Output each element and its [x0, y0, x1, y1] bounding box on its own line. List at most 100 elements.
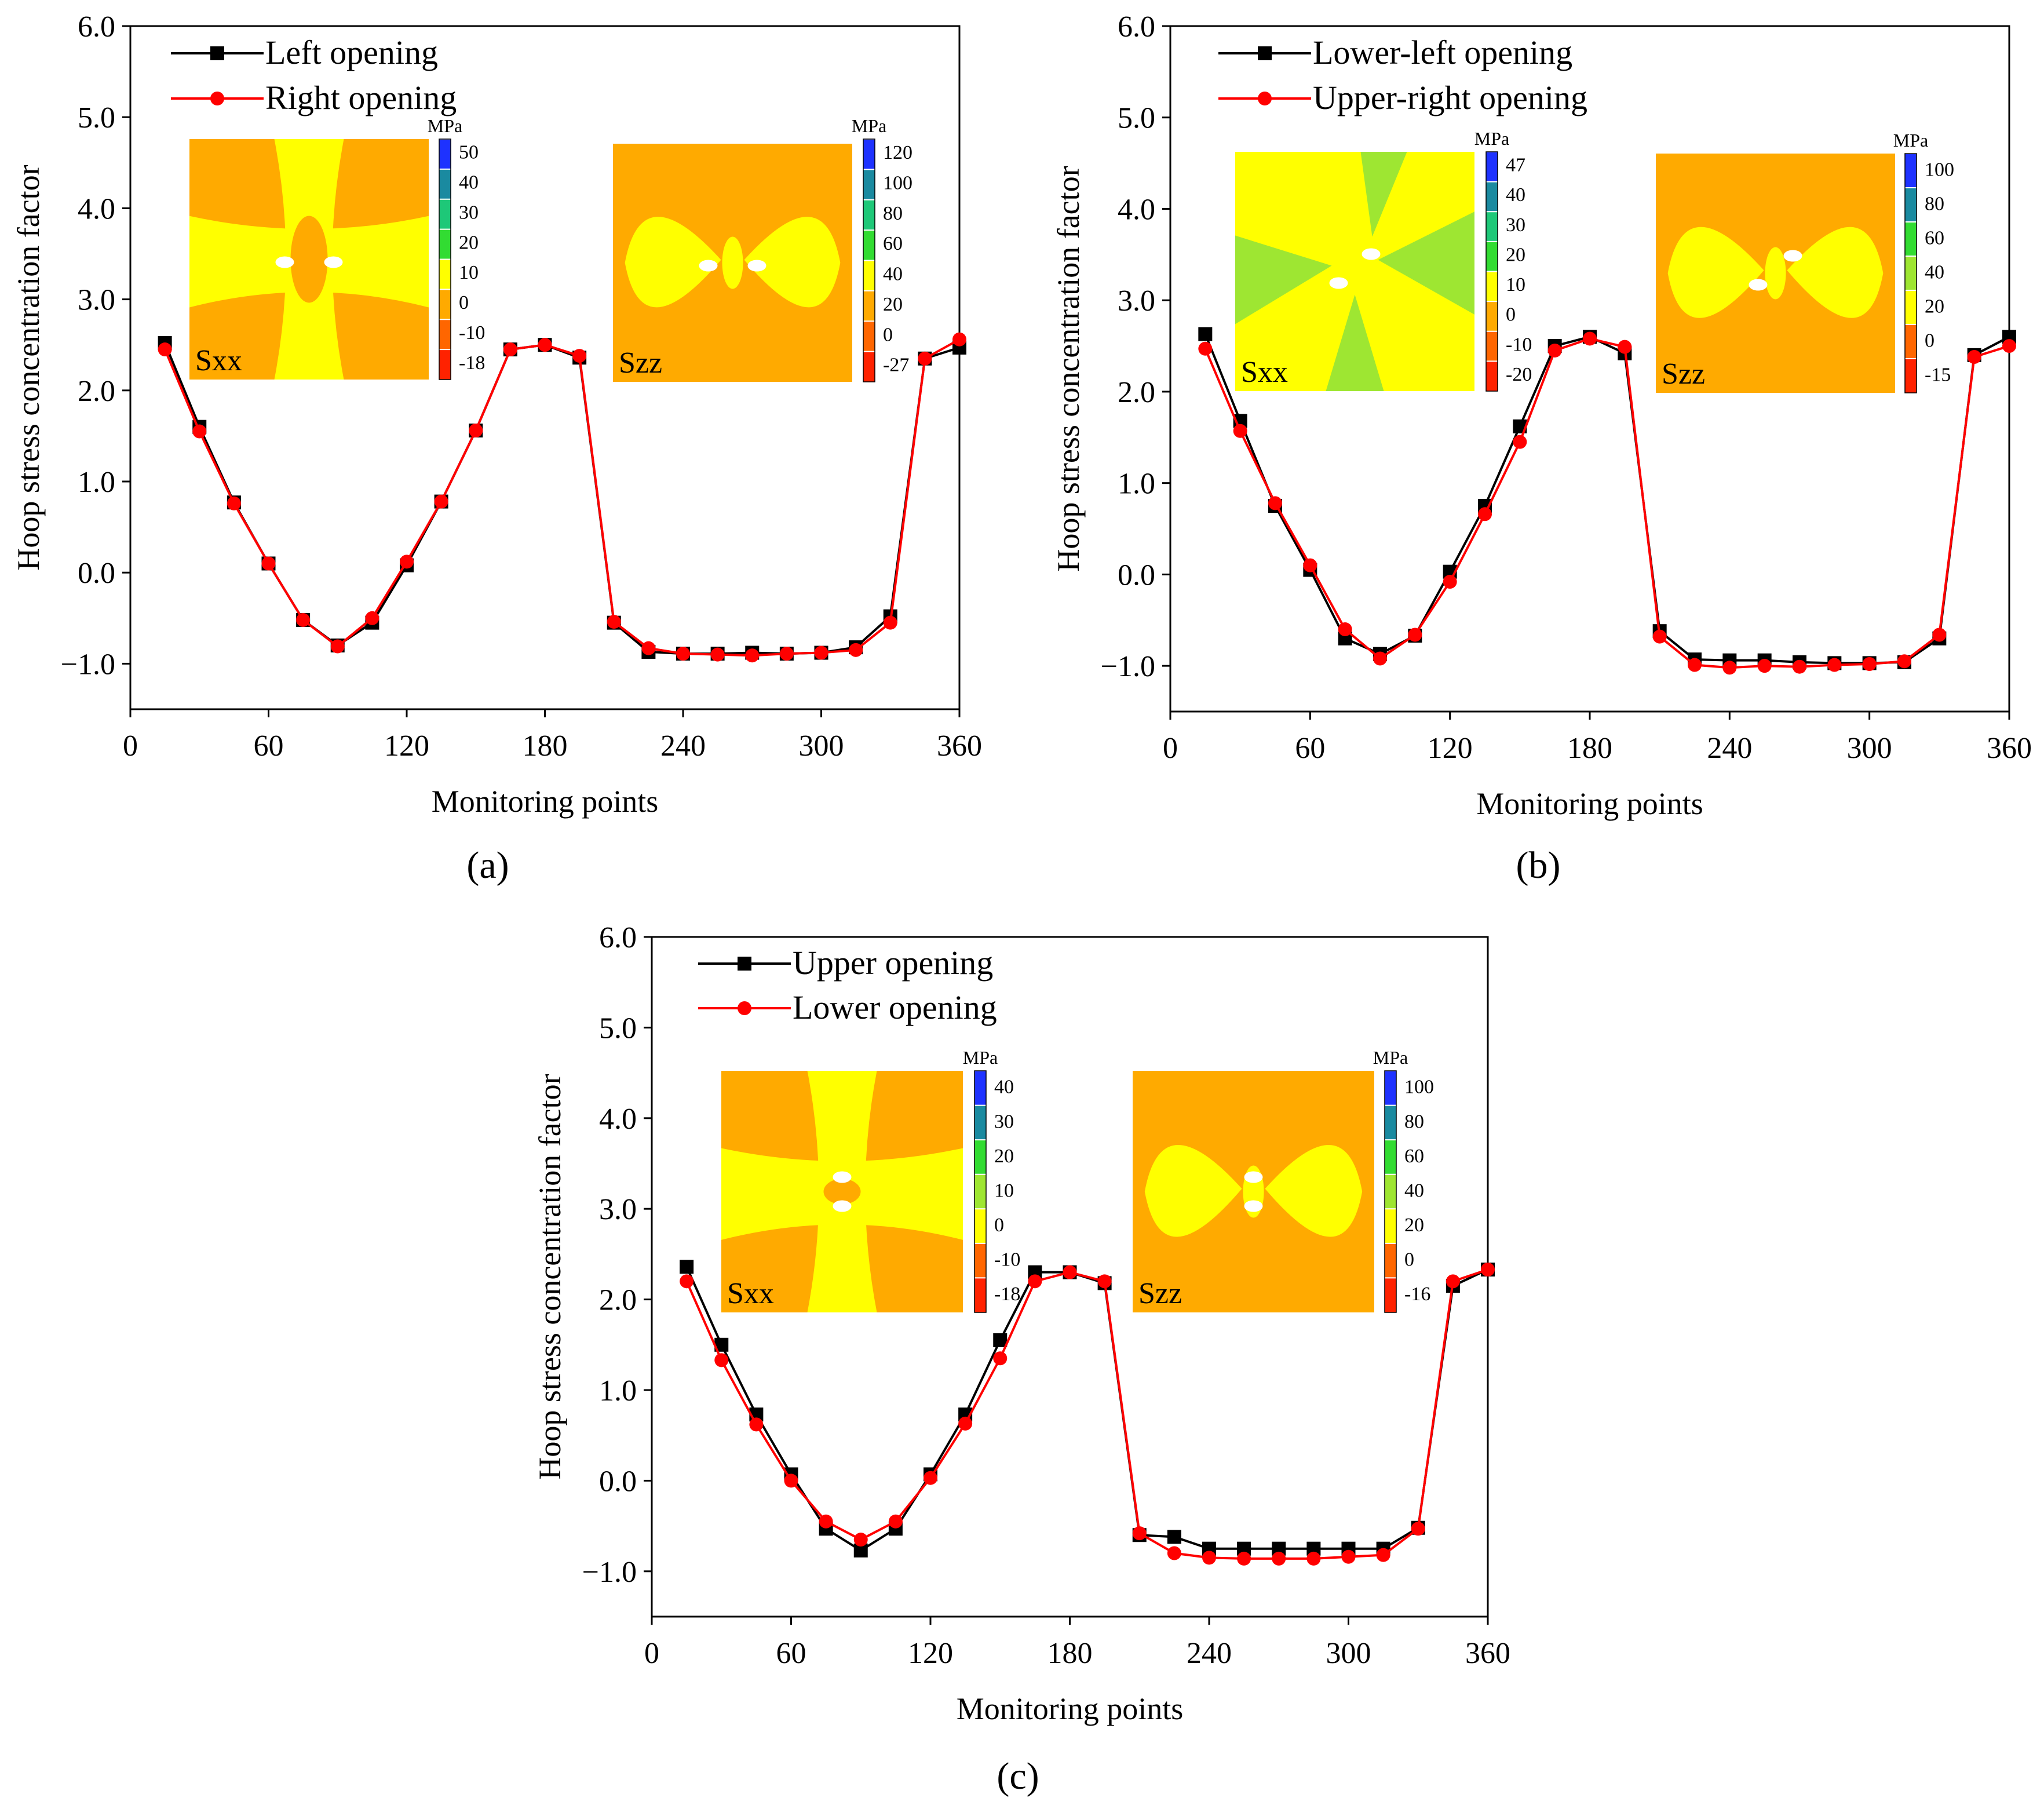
y-tick-label: 5.0	[78, 101, 115, 134]
contour-core	[823, 1179, 861, 1205]
color-bar-segment	[1385, 1140, 1396, 1175]
color-bar-segment	[1905, 154, 1917, 188]
color-bar-tick: -15	[1925, 364, 1951, 385]
inset-label: Szz	[1138, 1277, 1182, 1310]
y-tick-label: 6.0	[1118, 10, 1155, 43]
inset-label: Sxx	[195, 344, 242, 377]
data-point	[849, 643, 863, 657]
legend-label: Upper-right opening	[1313, 79, 1587, 116]
color-bar-tick: -18	[994, 1283, 1020, 1305]
legend: Upper opening Lower opening	[698, 944, 997, 1026]
color-bar-tick: 40	[1404, 1180, 1424, 1201]
opening-hole	[1783, 250, 1802, 262]
color-bar-frame	[1384, 1070, 1397, 1313]
y-tick-label: 4.0	[78, 192, 115, 225]
color-bar-tick: 40	[459, 172, 479, 194]
legend: Lower-left opening Upper-right opening	[1218, 34, 1587, 116]
x-axis-title: Monitoring points	[957, 1691, 1184, 1726]
color-bar-segment	[974, 1209, 986, 1243]
y-tick-label: 3.0	[599, 1193, 637, 1226]
legend-label: Lower opening	[793, 989, 997, 1026]
color-bar-tick: 30	[459, 202, 479, 223]
data-point	[469, 423, 483, 437]
data-point	[1481, 1262, 1495, 1276]
data-point	[819, 1514, 833, 1529]
y-axis-title: Hoop stress concentration factor	[532, 1074, 567, 1479]
x-tick-label: 0	[1163, 732, 1178, 765]
legend-marker	[738, 957, 751, 971]
x-tick-label: 60	[254, 730, 284, 763]
color-bar-segment	[863, 351, 875, 382]
color-bar-unit: MPa	[1373, 1047, 1408, 1068]
color-bar-frame	[439, 138, 451, 380]
data-point	[1341, 1549, 1356, 1564]
opening-hole	[1329, 277, 1348, 289]
color-bar-segment	[1905, 290, 1917, 324]
data-point	[745, 648, 760, 663]
y-tick-label: 0.0	[78, 557, 115, 590]
color-bar-segment	[1385, 1071, 1396, 1106]
opening-hole	[324, 256, 343, 268]
x-tick-label: 180	[523, 730, 568, 763]
y-tick-label: 6.0	[599, 921, 637, 954]
data-point	[1198, 327, 1213, 341]
data-point	[1097, 1274, 1112, 1289]
data-point	[1411, 1522, 1425, 1536]
color-bar-tick: 50	[459, 142, 479, 163]
color-bar-tick: 40	[994, 1077, 1014, 1098]
legend-marker	[738, 1001, 751, 1015]
x-tick-label: 180	[1047, 1637, 1093, 1670]
color-bar-tick: 60	[1404, 1146, 1424, 1167]
color-bar-tick: 80	[1404, 1111, 1424, 1132]
data-point	[680, 1274, 694, 1289]
color-bar-segment	[1486, 181, 1498, 212]
opening-hole	[1749, 279, 1768, 291]
data-point	[993, 1333, 1008, 1347]
color-bar-tick: 0	[1506, 304, 1516, 326]
color-bar-tick: -20	[1506, 364, 1532, 385]
x-tick-label: 360	[1987, 732, 2032, 765]
legend-label: Upper opening	[793, 944, 993, 982]
data-point	[538, 338, 552, 352]
data-point	[888, 1514, 903, 1529]
color-bar-tick: 20	[1925, 296, 1944, 317]
color-bar-segment	[974, 1140, 986, 1175]
data-point	[853, 1533, 868, 1547]
data-point	[1233, 424, 1247, 438]
color-bar-segment	[1905, 324, 1917, 359]
y-tick-label: 4.0	[599, 1103, 637, 1136]
panel-label: (c)	[997, 1755, 1039, 1797]
color-bar-tick: 0	[1404, 1249, 1414, 1271]
x-tick-label: 120	[384, 730, 429, 763]
data-point	[1967, 349, 1981, 364]
y-tick-label: 2.0	[599, 1284, 637, 1317]
y-tick-label: 2.0	[78, 375, 115, 408]
data-point	[296, 612, 311, 627]
data-point	[158, 342, 172, 357]
data-point	[227, 496, 241, 510]
contour-map-sxx	[721, 1071, 963, 1312]
legend-label: Left opening	[265, 34, 438, 71]
y-tick-label: 2.0	[1118, 376, 1155, 409]
color-bar-unit: MPa	[428, 115, 462, 136]
color-bar-segment	[1905, 188, 1917, 222]
color-bar-segment	[863, 321, 875, 352]
legend-label: Lower-left opening	[1313, 34, 1572, 71]
opening-hole	[747, 260, 767, 272]
x-tick-label: 240	[1707, 732, 1752, 765]
data-point	[784, 1473, 798, 1488]
series-upper-right-opening	[1198, 331, 2016, 675]
color-bar-segment	[1486, 301, 1498, 331]
color-bar-segment	[974, 1071, 986, 1106]
contour-core	[290, 216, 328, 303]
color-bar-tick: -18	[459, 352, 485, 374]
contour-lobe	[1378, 211, 1474, 315]
data-point	[958, 1416, 973, 1431]
x-axis-title: Monitoring points	[432, 784, 659, 819]
data-point	[1272, 1551, 1286, 1566]
y-tick-label: −1.0	[582, 1556, 637, 1589]
contour-lobe	[1235, 235, 1332, 324]
data-point	[1028, 1274, 1042, 1289]
contour-map-sxx	[1235, 152, 1474, 391]
